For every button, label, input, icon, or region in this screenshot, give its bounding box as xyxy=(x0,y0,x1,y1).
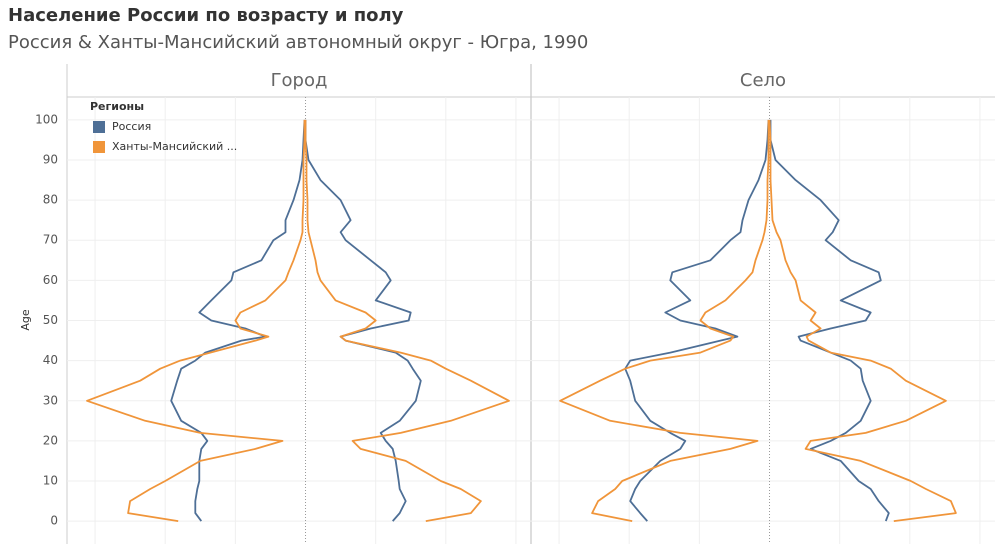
y-tick-label: 60 xyxy=(43,273,58,287)
y-tick-label: 80 xyxy=(43,193,58,207)
series-line xyxy=(768,119,957,522)
chart-title: Население России по возрасту и полу xyxy=(8,5,404,26)
y-tick-label: 0 xyxy=(50,514,58,528)
frame xyxy=(66,64,995,544)
y-tick-label: 40 xyxy=(43,353,58,367)
facet-title: Село xyxy=(740,70,786,91)
y-tick-label: 90 xyxy=(43,152,58,166)
legend-title: Регионы xyxy=(90,100,144,113)
series-line xyxy=(624,119,770,522)
legend-label: Ханты-Мансийский ... xyxy=(112,140,237,153)
series-line xyxy=(170,119,306,522)
y-tick-label: 100 xyxy=(35,112,58,126)
y-tick-label: 20 xyxy=(43,433,58,447)
y-axis-label: Age xyxy=(19,309,32,331)
series-line xyxy=(304,119,510,522)
y-tick-label: 30 xyxy=(43,393,58,407)
legend-swatch xyxy=(93,141,105,153)
y-tick-label: 50 xyxy=(43,313,58,327)
series-line xyxy=(559,119,770,522)
facet-title: Город xyxy=(271,70,328,91)
chart-subtitle: Россия & Ханты-Мансийский автономный окр… xyxy=(8,32,588,53)
y-tick-label: 70 xyxy=(43,233,58,247)
series-line xyxy=(86,119,306,522)
legend-label: Россия xyxy=(112,120,151,133)
y-tick-label: 10 xyxy=(43,474,58,488)
legend-swatch xyxy=(93,121,105,133)
series-line xyxy=(769,119,890,522)
